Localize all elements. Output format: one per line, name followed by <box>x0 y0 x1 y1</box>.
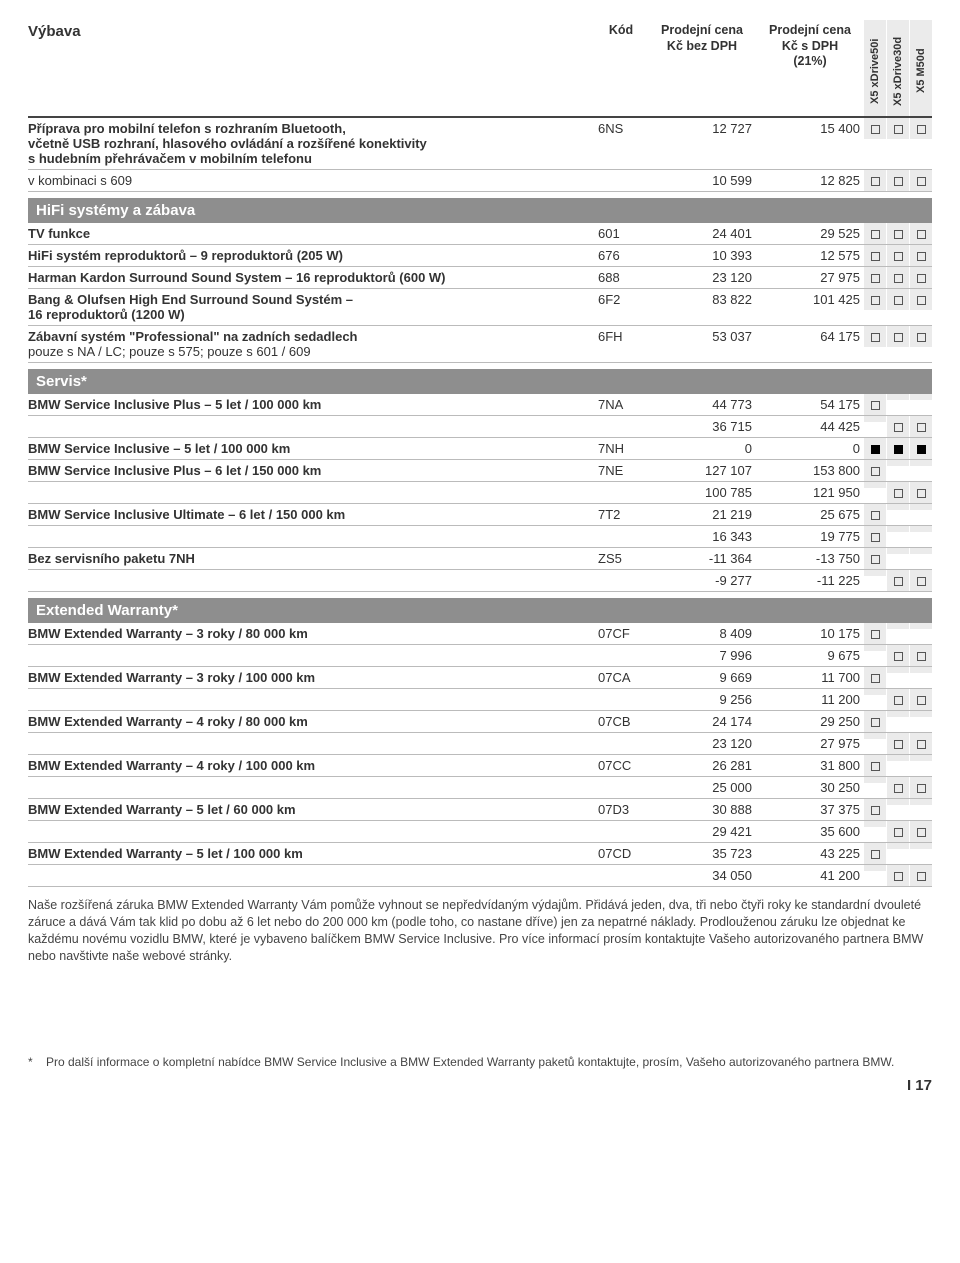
section-header: Servis* <box>28 369 932 394</box>
model-label: X5 M50d <box>910 29 932 113</box>
table-row: Harman Kardon Surround Sound System – 16… <box>28 267 932 289</box>
table-row: 36 71544 425 <box>28 416 932 438</box>
table-row: HiFi systém reproduktorů – 9 reproduktor… <box>28 245 932 267</box>
table-row: BMW Extended Warranty – 3 roky / 80 000 … <box>28 623 932 645</box>
table-row: BMW Extended Warranty – 5 let / 100 000 … <box>28 843 932 865</box>
table-row: Bez servisního paketu 7NHZS5-11 364-13 7… <box>28 548 932 570</box>
table-row: BMW Extended Warranty – 3 roky / 100 000… <box>28 667 932 689</box>
table-row: 29 42135 600 <box>28 821 932 843</box>
table-row: BMW Service Inclusive Ultimate – 6 let /… <box>28 504 932 526</box>
section-header: Extended Warranty* <box>28 598 932 623</box>
table-row: Příprava pro mobilní telefon s rozhraním… <box>28 118 932 170</box>
table-row: 100 785121 950 <box>28 482 932 504</box>
table-row: 23 12027 975 <box>28 733 932 755</box>
section-header: HiFi systémy a zábava <box>28 198 932 223</box>
table-row: BMW Service Inclusive – 5 let / 100 000 … <box>28 438 932 460</box>
model-label: X5 xDrive50i <box>864 29 886 113</box>
table-row: -9 277-11 225 <box>28 570 932 592</box>
table-header: VýbavaKódProdejní cena Kč bez DPHProdejn… <box>28 20 932 118</box>
table-row: TV funkce60124 40129 525 <box>28 223 932 245</box>
table-row: BMW Extended Warranty – 5 let / 60 000 k… <box>28 799 932 821</box>
table-row: BMW Extended Warranty – 4 roky / 100 000… <box>28 755 932 777</box>
table-row: Zábavní systém "Professional" na zadních… <box>28 326 932 363</box>
col-vybava: Výbava <box>28 20 594 43</box>
table-row: BMW Extended Warranty – 4 roky / 80 000 … <box>28 711 932 733</box>
warranty-note: Naše rozšířená záruka BMW Extended Warra… <box>28 897 932 965</box>
footnote: *Pro další informace o kompletní nabídce… <box>28 1055 932 1069</box>
table-row: v kombinaci s 60910 59912 825 <box>28 170 932 192</box>
model-label: X5 xDrive30d <box>887 29 909 113</box>
table-row: 16 34319 775 <box>28 526 932 548</box>
table-row: 34 05041 200 <box>28 865 932 887</box>
table-row: 7 9969 675 <box>28 645 932 667</box>
table-row: Bang & Olufsen High End Surround Sound S… <box>28 289 932 326</box>
table-row: 25 00030 250 <box>28 777 932 799</box>
table-row: BMW Service Inclusive Plus – 6 let / 150… <box>28 460 932 482</box>
table-row: BMW Service Inclusive Plus – 5 let / 100… <box>28 394 932 416</box>
page-number: I 17 <box>28 1077 932 1094</box>
table-row: 9 25611 200 <box>28 689 932 711</box>
